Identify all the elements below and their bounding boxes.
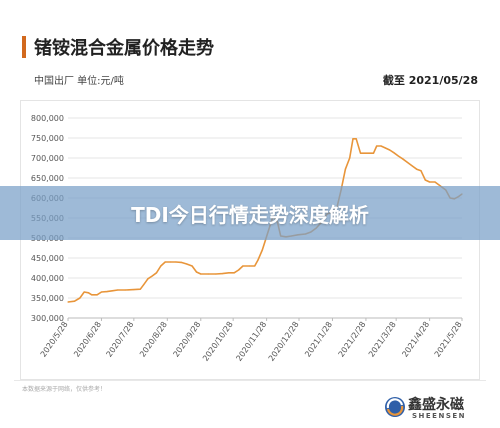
x-tick-label: 2020/6/28 [72,320,103,359]
brand-logo-block: 鑫盛永磁 SHEENSEN [384,394,496,424]
data-point [106,291,108,293]
y-tick-label: 400,000 [31,274,64,283]
brand-name-en: SHEENSEN [412,412,467,420]
chart-title: 锗铵混合金属价格走势 [34,38,214,59]
data-point [411,165,413,167]
data-point [261,249,263,251]
x-tick-label: 2020/5/28 [39,320,70,359]
data-point [175,261,177,263]
x-tick-label: 2020/10/28 [201,320,235,363]
data-point [257,259,259,261]
brand-name-cn: 鑫盛永磁 [408,397,464,413]
title-accent-bar [22,36,26,58]
data-point [376,145,378,147]
data-point [151,275,153,277]
y-tick-label: 450,000 [31,254,64,263]
data-point [79,297,81,299]
unit-label: 中国出厂 单位:元/吨 [34,76,124,87]
data-point [402,158,404,160]
footer-divider [14,380,486,381]
data-point [344,168,347,170]
y-tick-label: 300,000 [31,314,64,323]
data-point [248,265,250,267]
y-tick-label: 700,000 [31,154,64,163]
data-point [368,152,370,154]
x-tick-label: 2021/1/28 [303,320,334,359]
data-point [195,271,198,273]
data-point [416,168,418,170]
source-note: 本数据来源于网络，仅供参考！ [22,386,107,393]
data-point [67,301,69,303]
data-point [142,284,145,286]
data-point [406,161,408,163]
data-point [91,294,93,296]
overlay-headline: TDI今日行情走势深度解析 [131,203,369,227]
data-point [242,265,244,267]
x-tick-label: 2020/9/28 [172,320,203,359]
x-tick-label: 2021/3/28 [367,320,398,359]
data-point [380,145,382,147]
data-point [117,289,119,291]
x-tick-label: 2020/8/28 [138,320,169,359]
data-point [87,292,90,294]
data-point [424,179,426,181]
date-label: 截至 2021/05/28 [382,74,478,87]
y-tick-label: 650,000 [31,174,64,183]
data-point [393,152,395,154]
x-tick-label: 2020/12/28 [267,320,301,363]
data-point [191,265,193,267]
x-tick-label: 2021/5/28 [433,320,464,359]
data-point [355,138,357,140]
x-tick-label: 2020/11/28 [234,320,268,363]
overlay-banner [0,186,500,240]
y-tick-label: 800,000 [31,114,64,123]
data-point [200,273,202,275]
data-point [359,152,362,154]
data-point [215,273,217,275]
data-point [372,152,375,154]
data-point [73,300,76,302]
data-point [124,289,126,291]
data-point [221,273,223,275]
brand-logo-icon [385,397,405,417]
data-point [147,278,149,280]
data-point [180,261,182,263]
data-point [434,181,436,183]
data-point [111,290,113,292]
data-point [83,291,85,293]
data-point [139,288,141,290]
data-point [164,261,166,263]
data-point [254,265,256,267]
x-tick-label: 2021/2/28 [337,320,368,359]
data-point [155,272,158,274]
data-point [169,261,172,263]
data-point [233,272,235,274]
data-point [364,152,366,154]
data-point [384,147,386,149]
data-point [397,155,399,157]
data-point [186,263,188,265]
data-point [160,265,162,267]
chart-frame [20,100,480,380]
data-point [349,157,351,159]
y-tick-label: 750,000 [31,134,64,143]
data-point [96,294,98,296]
data-point [352,138,354,140]
y-tick-label: 350,000 [31,294,64,303]
data-point [420,170,422,172]
data-point [228,272,230,274]
data-point [133,289,135,291]
data-point [100,291,103,293]
data-point [207,273,209,275]
data-point [389,149,391,151]
data-point [429,181,431,183]
x-tick-label: 2020/7/28 [105,320,136,359]
data-point [237,269,240,271]
x-tick-label: 2021/4/28 [400,320,431,359]
